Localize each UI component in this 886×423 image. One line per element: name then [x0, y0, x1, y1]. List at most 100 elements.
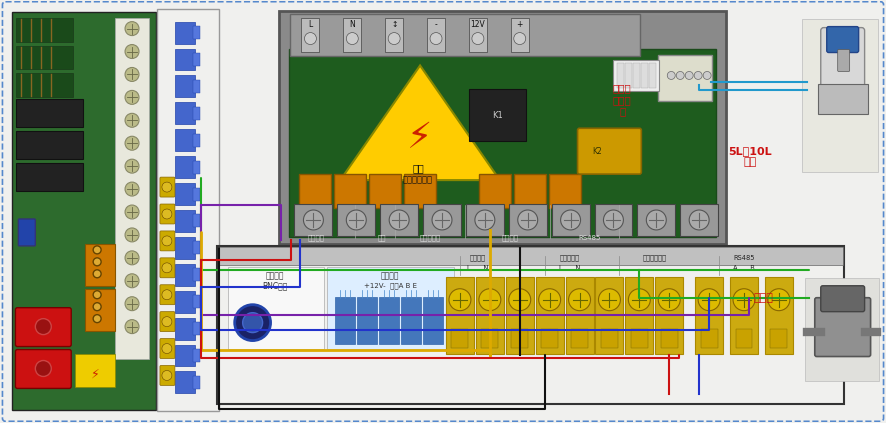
Circle shape — [125, 205, 139, 219]
Circle shape — [539, 289, 561, 310]
FancyBboxPatch shape — [511, 329, 528, 348]
Circle shape — [93, 270, 101, 278]
FancyBboxPatch shape — [380, 204, 418, 236]
FancyBboxPatch shape — [641, 63, 648, 88]
Text: +: + — [517, 20, 523, 29]
FancyBboxPatch shape — [294, 204, 332, 236]
FancyBboxPatch shape — [658, 55, 712, 102]
FancyBboxPatch shape — [289, 49, 716, 237]
Circle shape — [162, 236, 172, 246]
FancyBboxPatch shape — [541, 329, 558, 348]
FancyBboxPatch shape — [193, 161, 200, 173]
Text: K1: K1 — [493, 111, 503, 120]
Text: RS485: RS485 — [734, 255, 755, 261]
Circle shape — [162, 182, 172, 192]
FancyBboxPatch shape — [175, 345, 195, 366]
FancyBboxPatch shape — [837, 49, 850, 71]
FancyBboxPatch shape — [217, 246, 843, 404]
FancyBboxPatch shape — [401, 297, 421, 343]
Circle shape — [517, 210, 538, 230]
FancyBboxPatch shape — [506, 277, 533, 354]
Circle shape — [676, 71, 684, 80]
Circle shape — [432, 210, 452, 230]
FancyBboxPatch shape — [514, 174, 546, 208]
Circle shape — [658, 289, 680, 310]
FancyBboxPatch shape — [696, 277, 723, 354]
FancyBboxPatch shape — [804, 278, 879, 382]
FancyBboxPatch shape — [334, 174, 366, 208]
FancyBboxPatch shape — [193, 187, 200, 201]
Text: 5L、10L
小炮: 5L、10L 小炮 — [728, 146, 772, 168]
FancyBboxPatch shape — [328, 267, 454, 349]
Circle shape — [685, 71, 693, 80]
Circle shape — [35, 319, 51, 335]
FancyBboxPatch shape — [17, 18, 74, 41]
Circle shape — [305, 33, 316, 44]
FancyBboxPatch shape — [193, 376, 200, 389]
FancyBboxPatch shape — [625, 63, 632, 88]
FancyBboxPatch shape — [338, 204, 376, 236]
FancyBboxPatch shape — [175, 22, 195, 44]
Circle shape — [703, 71, 711, 80]
FancyBboxPatch shape — [565, 277, 594, 354]
FancyBboxPatch shape — [85, 244, 115, 286]
Polygon shape — [340, 66, 500, 180]
FancyBboxPatch shape — [160, 258, 175, 278]
Circle shape — [125, 182, 139, 196]
FancyBboxPatch shape — [193, 322, 200, 335]
FancyBboxPatch shape — [469, 18, 486, 52]
FancyBboxPatch shape — [637, 204, 675, 236]
FancyBboxPatch shape — [601, 329, 618, 348]
FancyBboxPatch shape — [802, 19, 877, 172]
FancyBboxPatch shape — [735, 329, 752, 348]
Circle shape — [162, 317, 172, 327]
FancyBboxPatch shape — [193, 295, 200, 308]
Circle shape — [689, 210, 709, 230]
FancyBboxPatch shape — [369, 174, 401, 208]
Circle shape — [667, 71, 675, 80]
Circle shape — [514, 33, 525, 44]
FancyBboxPatch shape — [12, 12, 156, 410]
FancyBboxPatch shape — [595, 204, 633, 236]
Circle shape — [125, 297, 139, 310]
Circle shape — [346, 210, 366, 230]
FancyBboxPatch shape — [680, 204, 718, 236]
FancyBboxPatch shape — [626, 277, 653, 354]
FancyBboxPatch shape — [175, 129, 195, 151]
FancyBboxPatch shape — [193, 134, 200, 147]
Text: 外配电源: 外配电源 — [470, 255, 486, 261]
FancyBboxPatch shape — [613, 60, 659, 91]
FancyBboxPatch shape — [578, 128, 641, 174]
FancyBboxPatch shape — [478, 174, 510, 208]
FancyBboxPatch shape — [656, 277, 683, 354]
Circle shape — [388, 33, 400, 44]
FancyBboxPatch shape — [3, 2, 883, 421]
Circle shape — [346, 33, 358, 44]
Circle shape — [698, 289, 720, 310]
FancyBboxPatch shape — [15, 349, 71, 388]
FancyBboxPatch shape — [427, 18, 445, 52]
FancyBboxPatch shape — [827, 27, 859, 52]
FancyBboxPatch shape — [17, 74, 74, 97]
FancyBboxPatch shape — [193, 107, 200, 120]
FancyBboxPatch shape — [536, 277, 563, 354]
Text: BNC接头: BNC接头 — [262, 281, 287, 290]
FancyBboxPatch shape — [617, 63, 624, 88]
FancyBboxPatch shape — [481, 329, 498, 348]
FancyBboxPatch shape — [17, 131, 83, 159]
FancyBboxPatch shape — [193, 349, 200, 362]
FancyBboxPatch shape — [278, 11, 726, 244]
FancyBboxPatch shape — [160, 312, 175, 332]
FancyBboxPatch shape — [193, 53, 200, 66]
FancyBboxPatch shape — [193, 26, 200, 39]
FancyBboxPatch shape — [476, 277, 504, 354]
FancyBboxPatch shape — [649, 63, 656, 88]
FancyBboxPatch shape — [17, 46, 74, 69]
FancyBboxPatch shape — [175, 318, 195, 340]
FancyBboxPatch shape — [193, 268, 200, 281]
Text: 视频输出: 视频输出 — [265, 271, 284, 280]
Circle shape — [603, 210, 624, 230]
Circle shape — [733, 289, 755, 310]
FancyBboxPatch shape — [175, 291, 195, 313]
FancyBboxPatch shape — [299, 174, 331, 208]
